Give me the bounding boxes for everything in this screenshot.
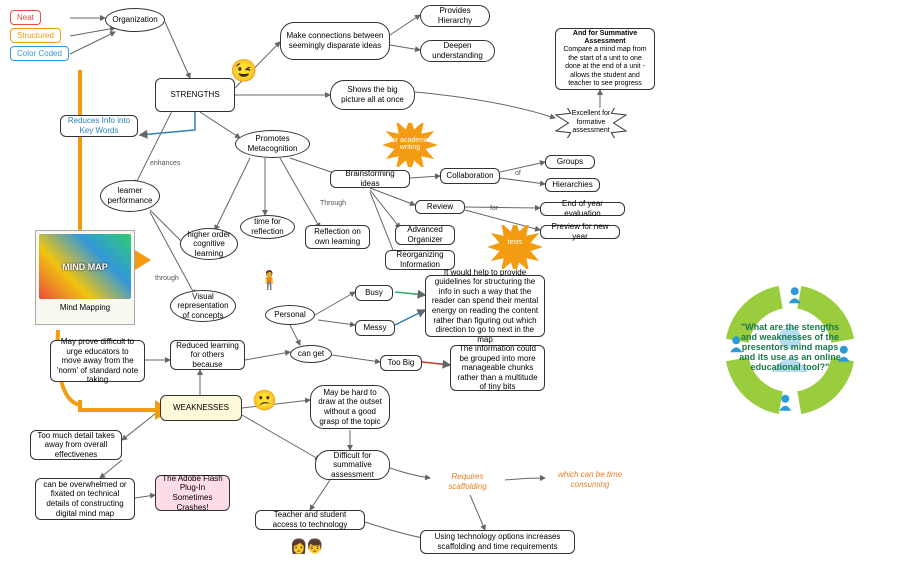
node-messy: Messy <box>355 320 395 336</box>
emoji: 👦 <box>306 538 323 555</box>
tag-structured: Structured <box>10 28 61 43</box>
node-preview: Preview for new year <box>540 225 620 239</box>
edge-label: through <box>155 275 179 282</box>
node-makeconn: Make connections between seemingly dispa… <box>280 22 390 60</box>
burst: for academic writing <box>380 123 440 167</box>
emoji: 🧍 <box>258 270 280 291</box>
node-overwhelmed: can be overwhelmed or fixated on technic… <box>35 478 135 520</box>
node-grouped: The information could be grouped into mo… <box>450 345 545 391</box>
node-learner: learner performance <box>100 180 160 212</box>
node-org: Organization <box>105 8 165 32</box>
node-personal: Personal <box>265 305 315 325</box>
node-timecons: which can be time consuming <box>545 468 635 492</box>
node-highcog: higher order cognitive learning <box>180 228 238 260</box>
node-timerefl: time for reflection <box>240 215 295 239</box>
node-formative: Excellent for formative assessment <box>555 108 627 138</box>
node-hierarchy: Provides Hierarchy <box>420 5 490 27</box>
node-reduced: Reduced learning for others because <box>170 340 245 370</box>
node-deepen: Deepen understanding <box>420 40 495 62</box>
node-hier2: Hierarchies <box>545 178 600 192</box>
node-strengths: STRENGTHS <box>155 78 235 112</box>
node-visual: Visual representation of concepts <box>170 290 236 322</box>
node-reqscaf: Requires scaffolding <box>430 470 505 494</box>
node-usingtech: Using technology options increases scaff… <box>420 530 575 554</box>
node-busy: Busy <box>355 285 393 301</box>
edge-label: of <box>515 170 521 177</box>
question-text: "What are the stengths and weaknesses of… <box>735 322 845 372</box>
node-flash: The Adobe Flash Plug-In Sometimes Crashe… <box>155 475 230 511</box>
node-advorg: Advanced Organizer <box>395 225 455 245</box>
node-maybehard: May be hard to draw at the outset withou… <box>310 385 390 429</box>
node-bigpic: Shows the big picture all at once <box>330 80 415 110</box>
mind-mapping-image: MIND MAPMind Mapping <box>35 230 135 325</box>
node-metacog: Promotes Metacognition <box>235 130 310 158</box>
node-groups: Groups <box>545 155 595 169</box>
node-endyear: End of year evaluation <box>540 202 625 216</box>
node-mayprove: May prove difficult to urge educators to… <box>50 340 145 382</box>
edge-label: for <box>490 205 498 212</box>
node-guidelines: It would help to provide guidelines for … <box>425 275 545 337</box>
tag-color-coded: Color Coded <box>10 46 69 61</box>
node-summative: And for Summative AssessmentCompare a mi… <box>555 28 655 90</box>
node-reflearn: Reflection on own learning <box>305 225 370 249</box>
edge-label: enhances <box>150 160 180 167</box>
emoji: 👩 <box>290 538 307 555</box>
node-toobig: Too Big <box>380 355 422 371</box>
edge-label: Through <box>320 200 346 207</box>
node-brainstorm: Brainstorming ideas <box>330 170 410 188</box>
node-review: Review <box>415 200 465 214</box>
node-canget: can get <box>290 345 332 363</box>
node-teachacc: Teacher and student access to technology <box>255 510 365 530</box>
emoji: 😕 <box>252 388 277 413</box>
tag-neat: Neat <box>10 10 41 25</box>
node-toomuch: Too much detail takes away from overall … <box>30 430 122 460</box>
node-diffsumm: Difficult for summative assessment <box>315 450 390 480</box>
node-reduces: Reduces Info into Key Words <box>60 115 138 137</box>
node-weaknesses: WEAKNESSES <box>160 395 242 421</box>
burst: tests <box>485 225 545 269</box>
emoji: 😉 <box>230 58 257 84</box>
node-collab: Collaboration <box>440 168 500 184</box>
